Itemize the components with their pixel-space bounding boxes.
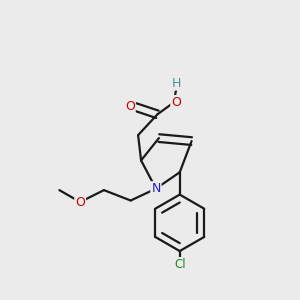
Text: O: O — [125, 100, 135, 113]
Text: O: O — [75, 196, 85, 208]
Text: N: N — [151, 182, 160, 195]
Text: H: H — [172, 76, 182, 90]
Text: Cl: Cl — [174, 258, 185, 271]
Text: O: O — [171, 96, 181, 109]
